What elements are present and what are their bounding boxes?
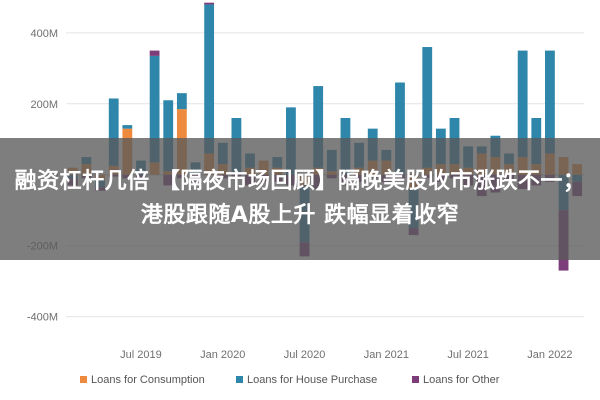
y-tick-label: 400M: [30, 28, 58, 40]
x-tick-label: Jul 2021: [447, 349, 489, 361]
bar-segment: [204, 4, 215, 154]
legend: Loans for Consumption Loans for House Pur…: [80, 374, 500, 386]
bar-segment: [163, 100, 174, 172]
bar-segment: [545, 50, 555, 154]
y-tick-label: -400M: [27, 312, 58, 324]
bar-segment: [313, 86, 324, 168]
bar-segment: [122, 125, 133, 129]
legend-label: Loans for House Purchase: [247, 374, 377, 386]
bar-segment: [176, 93, 187, 110]
bar-segment: [422, 47, 433, 168]
legend-label: Loans for Consumption: [91, 374, 205, 386]
x-tick-label: Jul 2020: [284, 349, 326, 361]
legend-swatch: [236, 376, 243, 383]
headline-banner: 融资杠杆几倍 【隔夜市场回顾】隔晚美股收市涨跌不一；港股跟随A股上升 跌幅显着收…: [0, 138, 600, 260]
bar-segment: [108, 98, 119, 166]
x-tick-label: Jan 2020: [200, 349, 245, 361]
x-tick-label: Jul 2019: [120, 349, 162, 361]
y-tick-label: 200M: [30, 99, 58, 111]
legend-swatch: [80, 376, 87, 383]
x-tick-label: Jan 2021: [364, 349, 409, 361]
headline-text: 融资杠杆几倍 【隔夜市场回顾】隔晚美股收市涨跌不一；港股跟随A股上升 跌幅显着收…: [14, 169, 586, 228]
legend-label: Loans for Other: [423, 374, 500, 386]
x-tick-label: Jan 2022: [527, 349, 572, 361]
x-axis-ticks: Jul 2019 Jan 2020 Jul 2020 Jan 2021 Jul 2021…: [120, 349, 572, 361]
bar-segment: [395, 82, 405, 175]
legend-swatch: [412, 376, 419, 383]
bar-segment: [149, 55, 160, 163]
bar-segment: [517, 50, 528, 158]
bar-segment: [204, 2, 215, 5]
bar-segment: [149, 50, 160, 56]
